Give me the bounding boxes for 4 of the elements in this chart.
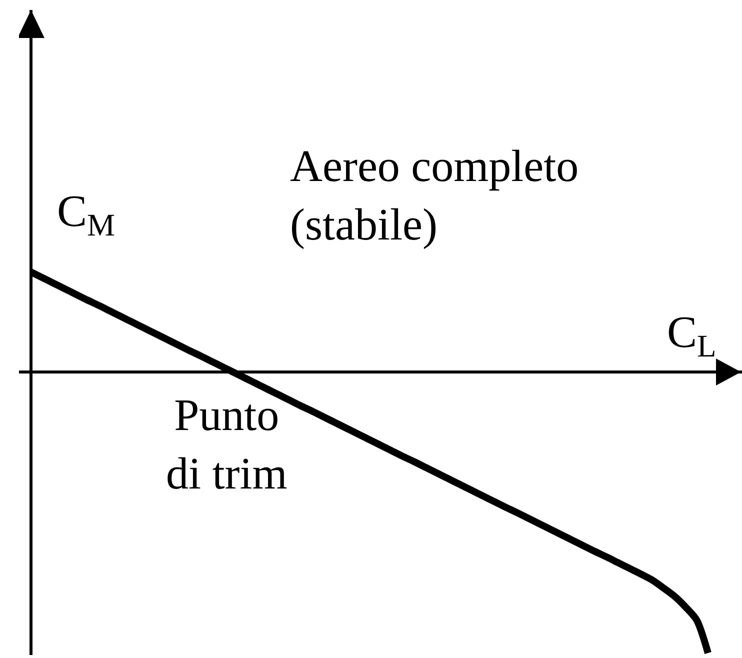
chart-title: Aereo completo (stabile) bbox=[290, 141, 579, 250]
annotation: Punto di trim bbox=[166, 390, 288, 498]
x-axis-title: C$_{L}$ bbox=[667, 307, 716, 364]
y-axis-title: C$_{M}$ bbox=[57, 186, 116, 242]
